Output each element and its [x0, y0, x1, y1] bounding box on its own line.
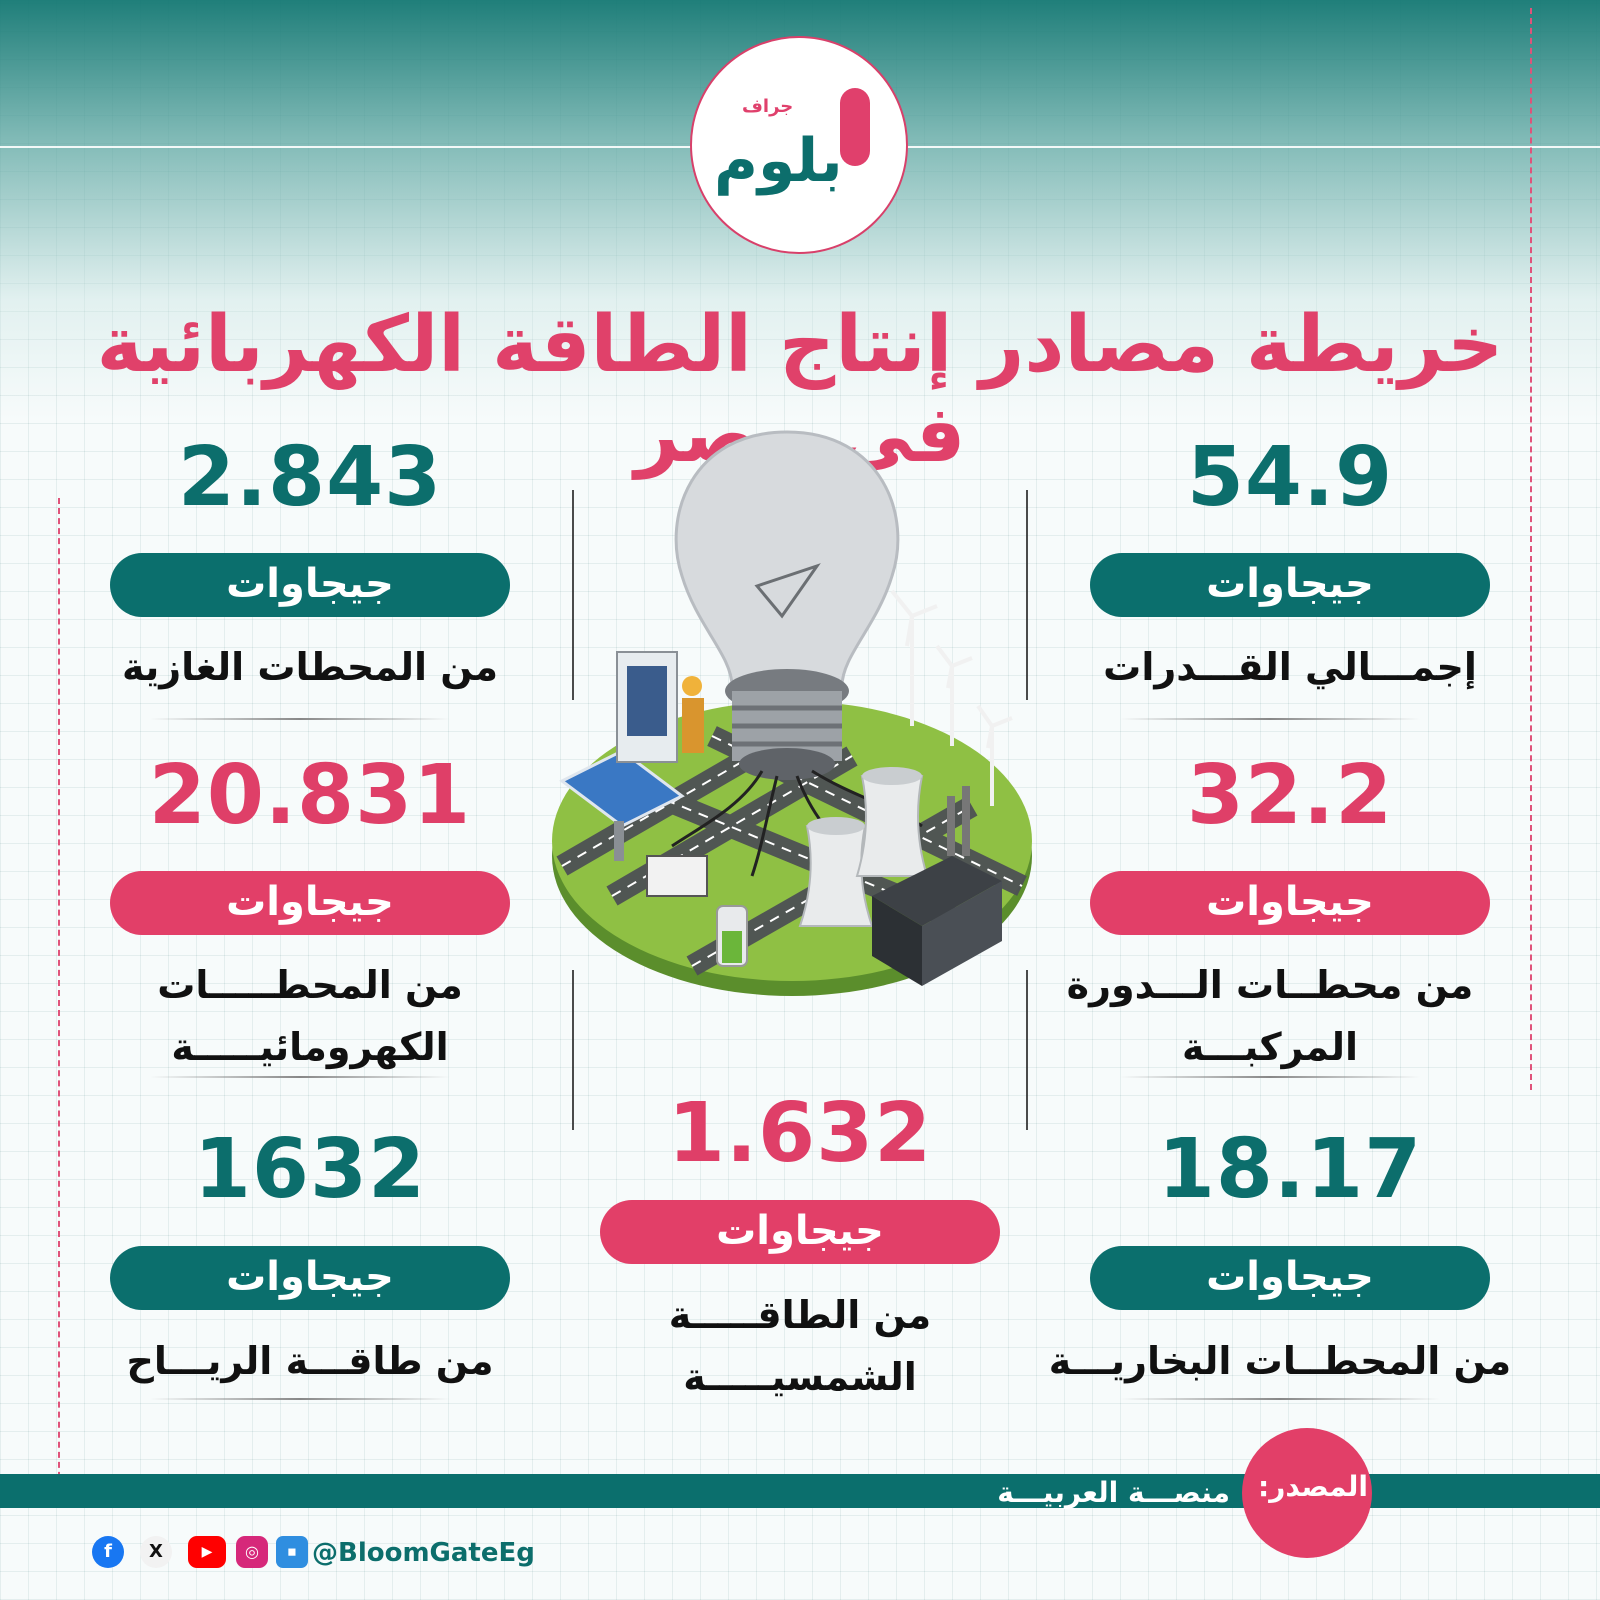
total-divider: [1120, 718, 1420, 720]
logo-subtitle: جراف: [742, 96, 794, 117]
wind-unit: جيجاوات: [110, 1246, 510, 1310]
wind-value: 1632: [193, 1122, 427, 1217]
combined-cycle-label-line2: المركبـــة: [1181, 1025, 1359, 1069]
right-dashed-line: [1530, 8, 1532, 1090]
combined-cycle-divider: [1120, 1076, 1420, 1078]
microphone-icon: [840, 88, 870, 166]
solar-value: 1.632: [667, 1086, 933, 1181]
instagram-icon[interactable]: ◎: [236, 1536, 268, 1568]
source-badge: [1242, 1428, 1372, 1558]
steam-unit: جيجاوات: [1090, 1246, 1490, 1310]
wind-label: من طاقـــة الريـــاح: [126, 1339, 494, 1383]
steam-divider: [1120, 1398, 1440, 1400]
total-capacity-label: إجمـــالي القـــدرات: [1103, 645, 1477, 689]
gas-divider: [150, 718, 450, 720]
nabd-icon[interactable]: ◼: [276, 1536, 308, 1568]
source-label: المصدر:: [1258, 1470, 1368, 1503]
steam-label: من المحطــات البخاريـــة: [1048, 1339, 1512, 1383]
center-left-separator-lower: [572, 970, 574, 1130]
combined-cycle-unit: جيجاوات: [1090, 871, 1490, 935]
solar-label-line2: الشمسيـــــة: [683, 1355, 917, 1399]
combined-cycle-label-line1: من محطــات الـــدورة: [1066, 963, 1474, 1007]
x-icon[interactable]: X: [140, 1536, 172, 1568]
center-right-separator: [1026, 490, 1028, 700]
solar-label-line1: من الطاقـــــة: [668, 1293, 932, 1337]
facebook-icon[interactable]: f: [92, 1536, 124, 1568]
hydro-unit: جيجاوات: [110, 871, 510, 935]
gas-value: 2.843: [177, 430, 443, 525]
center-left-separator: [572, 490, 574, 700]
total-capacity-value: 54.9: [1186, 430, 1394, 525]
combined-cycle-value: 32.2: [1186, 748, 1394, 843]
center-right-separator-lower: [1026, 970, 1028, 1130]
logo-wordmark: بلوم: [714, 126, 845, 196]
youtube-icon[interactable]: ▶: [188, 1536, 226, 1568]
gas-label: من المحطات الغازية: [121, 645, 498, 689]
steam-value: 18.17: [1157, 1122, 1423, 1217]
hydro-label-line1: من المحطـــــات: [157, 963, 463, 1007]
left-dashed-line: [58, 498, 60, 1498]
hydro-divider: [150, 1076, 450, 1078]
wind-divider: [150, 1398, 450, 1400]
source-value: منصـــة العربيـــة: [997, 1476, 1230, 1509]
total-capacity-unit: جيجاوات: [1090, 553, 1490, 617]
social-handle[interactable]: @BloomGateEg: [312, 1538, 535, 1568]
solar-unit: جيجاوات: [600, 1200, 1000, 1264]
hydro-value: 20.831: [148, 748, 472, 843]
gas-unit: جيجاوات: [110, 553, 510, 617]
hydro-label-line2: الكهرومائيـــــة: [171, 1025, 449, 1069]
brand-logo: جراف بلوم: [690, 36, 908, 254]
power-grid-illustration: [552, 430, 1032, 996]
